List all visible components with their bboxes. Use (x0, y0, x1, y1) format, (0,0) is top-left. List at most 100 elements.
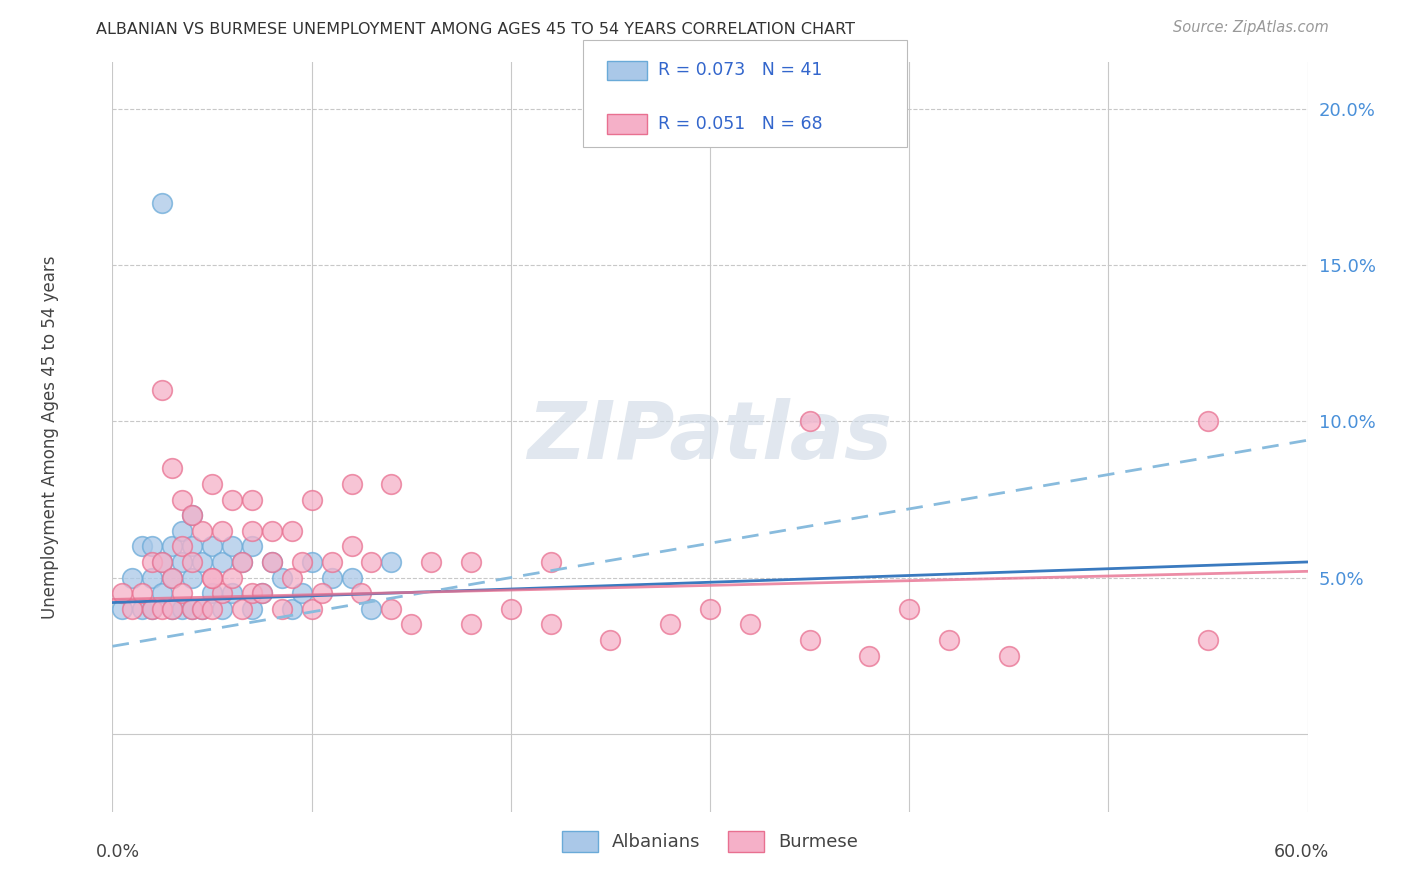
Point (460, 617, 482, 632)
Point (201, 571, 224, 585)
Point (799, 414, 821, 428)
Point (938, 633, 960, 648)
Point (231, 555, 253, 569)
Point (540, 555, 562, 569)
Point (420, 555, 443, 569)
Point (141, 555, 163, 569)
Point (291, 586, 314, 600)
Point (141, 601, 163, 615)
Point (340, 539, 363, 553)
Point (181, 508, 204, 523)
Point (599, 633, 621, 648)
Point (162, 601, 183, 615)
Point (150, 555, 173, 569)
Point (162, 461, 183, 475)
Point (699, 601, 721, 615)
Point (181, 508, 204, 523)
Point (350, 586, 373, 600)
Point (181, 571, 204, 585)
Point (281, 601, 304, 615)
Point (181, 601, 204, 615)
Point (172, 492, 194, 507)
Point (1197, 414, 1219, 428)
Point (321, 571, 343, 585)
Point (150, 195, 173, 210)
Point (1197, 633, 1219, 648)
Point (131, 539, 153, 553)
Legend: Albanians, Burmese: Albanians, Burmese (554, 823, 866, 859)
Point (141, 571, 163, 585)
Point (221, 539, 243, 553)
Point (401, 617, 423, 632)
Point (150, 555, 173, 569)
Point (659, 617, 682, 632)
Point (291, 555, 314, 569)
Point (281, 571, 304, 585)
Point (191, 524, 214, 538)
Point (738, 617, 761, 632)
Point (172, 524, 194, 538)
Point (250, 586, 273, 600)
Point (141, 601, 163, 615)
Point (211, 601, 233, 615)
Point (499, 601, 522, 615)
Point (162, 571, 183, 585)
Point (150, 601, 173, 615)
Text: Source: ZipAtlas.com: Source: ZipAtlas.com (1173, 20, 1329, 35)
Point (181, 555, 204, 569)
Point (221, 492, 243, 507)
Point (201, 571, 224, 585)
Point (360, 601, 382, 615)
Point (240, 539, 263, 553)
Point (311, 586, 333, 600)
Point (240, 492, 263, 507)
Point (111, 601, 134, 615)
Point (340, 476, 363, 491)
Point (211, 586, 233, 600)
Point (162, 571, 183, 585)
Point (181, 539, 204, 553)
Point (380, 601, 402, 615)
Point (201, 601, 224, 615)
Point (301, 601, 323, 615)
Point (321, 555, 343, 569)
Point (270, 571, 292, 585)
Point (201, 539, 224, 553)
Point (191, 601, 214, 615)
Point (211, 524, 233, 538)
Point (150, 586, 173, 600)
Text: 0.0%: 0.0% (96, 843, 139, 861)
Text: 60.0%: 60.0% (1274, 843, 1329, 861)
Point (540, 617, 562, 632)
Point (131, 601, 153, 615)
Point (281, 524, 304, 538)
Point (121, 601, 143, 615)
Point (380, 555, 402, 569)
Point (162, 601, 183, 615)
Point (231, 555, 253, 569)
Point (460, 555, 482, 569)
Point (301, 555, 323, 569)
Point (260, 555, 283, 569)
Point (121, 571, 143, 585)
Point (201, 586, 224, 600)
Point (191, 601, 214, 615)
Point (231, 601, 253, 615)
Point (240, 586, 263, 600)
Point (111, 586, 134, 600)
Point (181, 601, 204, 615)
Point (260, 555, 283, 569)
Point (240, 524, 263, 538)
Point (172, 555, 194, 569)
Point (360, 555, 382, 569)
Point (221, 571, 243, 585)
Point (172, 601, 194, 615)
Point (201, 476, 224, 491)
Point (858, 648, 880, 663)
Point (380, 476, 402, 491)
Point (260, 524, 283, 538)
Point (191, 555, 214, 569)
Text: Unemployment Among Ages 45 to 54 years: Unemployment Among Ages 45 to 54 years (41, 255, 59, 619)
Point (998, 648, 1021, 663)
Point (150, 384, 173, 398)
